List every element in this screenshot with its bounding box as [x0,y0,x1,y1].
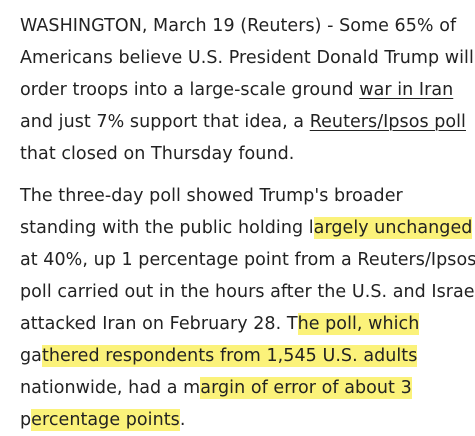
article-paragraph-1: WASHINGTON, March 19 (Reuters) - Some 65… [20,10,474,170]
highlighted-text: ercentage points [31,409,180,431]
text-line: attacked Iran on February 28. The poll, … [20,308,470,340]
text-line: Americans believe U.S. President Donald … [20,48,474,68]
text-line: and just 7% support that idea, a Reuters… [20,106,470,138]
text-line: poll carried out in the hours after the … [20,282,475,302]
highlighted-text: thered respondents from 1,545 U.S. adult… [41,345,418,367]
paragraph-spacer [20,170,470,180]
article-body: WASHINGTON, March 19 (Reuters) - Some 65… [20,10,475,436]
highlighted-text: he poll, which [297,313,420,335]
text-line: that closed on Thursday found. [20,144,295,164]
text-run: ga [20,346,42,366]
text-line: nationwide, had a margin of error of abo… [20,372,470,404]
text-run: attacked Iran on February 28. T [20,314,298,334]
text-run: nationwide, had a m [20,378,201,398]
text-line: at 40%, up 1 percentage point from a Reu… [20,250,475,270]
text-run: p [20,410,32,430]
reuters-ipsos-poll-link[interactable]: Reuters/Ipsos poll [309,112,466,132]
article-paragraph-2: The three-day poll showed Trump's broade… [20,180,475,436]
text-run: . [179,410,186,430]
text-line: gathered respondents from 1,545 U.S. adu… [20,340,470,372]
text-run: order troops into a large-scale ground [20,80,360,100]
war-in-iran-link[interactable]: war in Iran [359,80,454,100]
highlighted-text: argin of error of about 3 [200,377,412,399]
text-line: The three-day poll showed Trump's broade… [20,186,403,206]
highlighted-text: argely unchanged [313,217,473,239]
text-line: standing with the public holding largely… [20,212,473,244]
text-line: order troops into a large-scale ground w… [20,74,470,106]
text-run: standing with the public holding l [20,218,314,238]
text-line: WASHINGTON, March 19 (Reuters) - Some 65… [20,16,457,36]
text-line: percentage points. [20,404,470,436]
text-run: and just 7% support that idea, a [20,112,310,132]
